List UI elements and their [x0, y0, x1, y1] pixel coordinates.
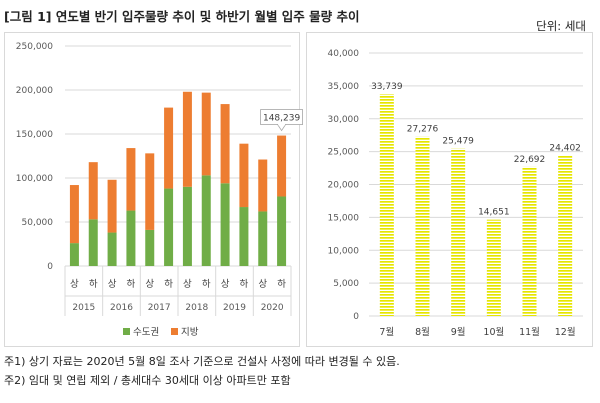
- x-group-label: 2015: [72, 303, 95, 313]
- x-sub-label: 상: [108, 279, 117, 290]
- bar-sudogwon: [107, 232, 117, 266]
- x-tick-label: 12월: [555, 326, 576, 338]
- x-sub-label: 하: [240, 278, 249, 290]
- bar-jibang: [277, 135, 287, 197]
- bar-jibang: [201, 92, 211, 176]
- bar-sudogwon: [239, 207, 249, 266]
- x-sub-label: 하: [164, 278, 173, 290]
- y-tick-label: 20,000: [328, 181, 360, 191]
- x-sub-label: 상: [258, 279, 267, 290]
- x-sub-label: 하: [277, 278, 286, 290]
- x-sub-label: 하: [89, 278, 98, 290]
- monthly-chart-svg: 0 5,000 10,000 15,000 20,000 25,000 30,000 35,0…: [328, 49, 583, 338]
- figure-title: [그림 1] 연도별 반기 입주물량 추이 및 하반기 월별 입주 물량 추이: [4, 9, 360, 24]
- x-sub-label: 상: [183, 279, 192, 290]
- y-tick-label: 30,000: [328, 115, 360, 125]
- x-sub-label: 하: [127, 278, 136, 290]
- bar-sudogwon: [69, 243, 79, 266]
- value-label: 25,479: [442, 136, 474, 146]
- x-group-label: 2018: [185, 303, 208, 313]
- y-tick-label: 250,000: [16, 42, 53, 52]
- value-label: 24,402: [549, 144, 581, 154]
- value-label: 22,692: [514, 155, 546, 165]
- x-tick-label: 11월: [519, 326, 540, 338]
- legend-label: 수도권: [133, 326, 159, 338]
- y-tick-label: 0: [47, 262, 53, 272]
- x-tick-label: 10월: [483, 326, 504, 338]
- bar-month: [486, 219, 501, 316]
- bar-jibang: [145, 153, 155, 230]
- y-tick-label: 35,000: [328, 82, 360, 92]
- bar-jibang: [182, 91, 192, 187]
- bar-month: [379, 94, 394, 316]
- y-tick-label: 150,000: [16, 130, 53, 140]
- bar-sudogwon: [220, 183, 230, 266]
- legend-swatch: [123, 328, 130, 335]
- x-sub-label: 하: [202, 278, 211, 290]
- unit-label: 단위: 세대: [536, 19, 586, 33]
- annotation-label: 148,239: [263, 114, 300, 124]
- x-group-label: 2017: [148, 303, 171, 313]
- annotation-pointer: [276, 124, 287, 132]
- y-tick-label: 10,000: [328, 246, 360, 256]
- bar-jibang: [88, 162, 98, 220]
- y-tick-label: 100,000: [16, 174, 53, 184]
- x-tick-label: 9월: [451, 326, 466, 338]
- x-sub-label: 상: [145, 279, 154, 290]
- monthly-bar-chart: 0 5,000 10,000 15,000 20,000 25,000 30,000 35,0…: [306, 32, 593, 347]
- bar-month: [415, 136, 430, 316]
- bar-jibang: [220, 104, 230, 184]
- bar-month: [522, 166, 537, 316]
- half-year-stacked-chart: 0 50,000 100,000 150,000 200,000 250,000 상 하 상 하 상…: [4, 32, 303, 347]
- bar-sudogwon: [201, 175, 211, 266]
- bar-jibang: [239, 143, 249, 208]
- footnote-2: 주2) 임대 및 연립 제외 / 총세대수 30세대 이상 아파트만 포함: [4, 374, 291, 387]
- x-group-label: 2020: [261, 303, 284, 313]
- legend-label: 지방: [181, 327, 199, 338]
- footnotes: 주1) 상기 자료는 2020년 5월 8일 조사 기준으로 건설사 사정에 따…: [4, 352, 400, 390]
- y-tick-label: 0: [353, 312, 359, 322]
- value-label: 33,739: [371, 82, 403, 92]
- bar-month: [451, 148, 466, 316]
- bar-jibang: [69, 185, 79, 244]
- footnote-1: 주1) 상기 자료는 2020년 5월 8일 조사 기준으로 건설사 사정에 따…: [4, 355, 400, 368]
- bar-jibang: [258, 159, 268, 212]
- y-tick-label: 5,000: [333, 279, 359, 289]
- bar-sudogwon: [258, 211, 268, 266]
- y-tick-label: 15,000: [328, 213, 360, 223]
- bar-jibang: [164, 107, 174, 189]
- y-tick-label: 50,000: [22, 218, 54, 228]
- x-sub-label: 상: [221, 279, 230, 290]
- value-label: 14,651: [478, 208, 510, 218]
- legend-swatch: [171, 328, 178, 335]
- y-tick-label: 200,000: [16, 86, 53, 96]
- bar-jibang: [107, 179, 117, 233]
- x-group-label: 2016: [110, 303, 133, 313]
- bar-sudogwon: [126, 210, 136, 266]
- bar-sudogwon: [182, 186, 192, 266]
- bar-jibang: [126, 148, 136, 211]
- x-sub-label: 상: [70, 279, 79, 290]
- bar-sudogwon: [164, 188, 174, 266]
- bar-sudogwon: [88, 219, 98, 266]
- x-group-label: 2019: [223, 303, 246, 313]
- y-tick-label: 25,000: [328, 148, 360, 158]
- bar-sudogwon: [277, 196, 287, 266]
- bar-sudogwon: [145, 229, 155, 266]
- bar-month: [558, 155, 573, 316]
- y-tick-label: 40,000: [328, 49, 360, 59]
- value-label: 27,276: [407, 125, 439, 135]
- x-tick-label: 8월: [415, 326, 430, 338]
- x-tick-label: 7월: [379, 326, 394, 338]
